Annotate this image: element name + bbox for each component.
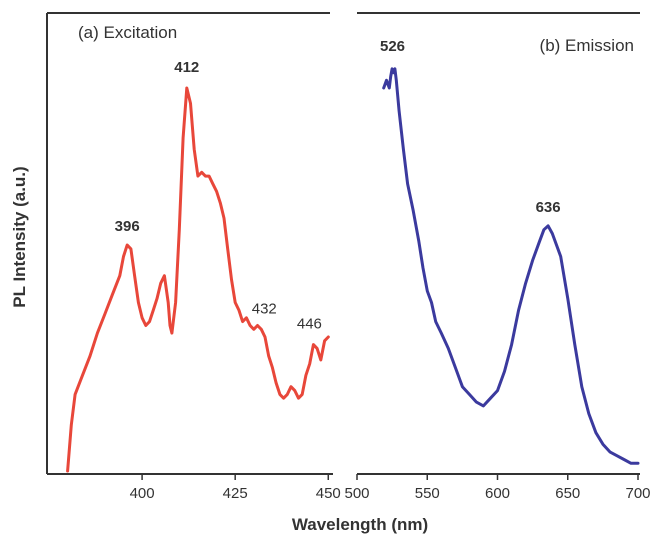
emission-title: (b) Emission [540, 36, 634, 55]
emission-peak-label: 526 [380, 38, 405, 55]
emission-x-tick-label: 650 [555, 485, 580, 502]
emission-panel: (b) Emission 500 550 600 650 700 526 636 [344, 36, 650, 502]
excitation-peak-label: 446 [297, 316, 322, 333]
excitation-title: (a) Excitation [78, 23, 177, 42]
emission-x-tick-label: 600 [485, 485, 510, 502]
emission-x-tick-label: 500 [344, 485, 369, 502]
excitation-x-tick-label: 400 [130, 485, 155, 502]
emission-peak-label: 636 [536, 199, 561, 216]
emission-x-tick-label: 550 [415, 485, 440, 502]
frame [46, 12, 640, 475]
excitation-series-line [66, 86, 330, 473]
excitation-panel: (a) Excitation 400 425 450 396 412 432 446 [66, 23, 341, 502]
y-axis-title: PL Intensity (a.u.) [10, 166, 29, 307]
excitation-peak-label: 412 [174, 59, 199, 76]
excitation-peak-label: 396 [115, 218, 140, 235]
x-axis-title: Wavelength (nm) [292, 515, 428, 534]
emission-x-tick-label: 700 [625, 485, 650, 502]
emission-series-line [382, 67, 640, 465]
excitation-x-tick-label: 450 [316, 485, 341, 502]
excitation-peak-label: 432 [252, 300, 277, 317]
excitation-x-tick-label: 425 [223, 485, 248, 502]
